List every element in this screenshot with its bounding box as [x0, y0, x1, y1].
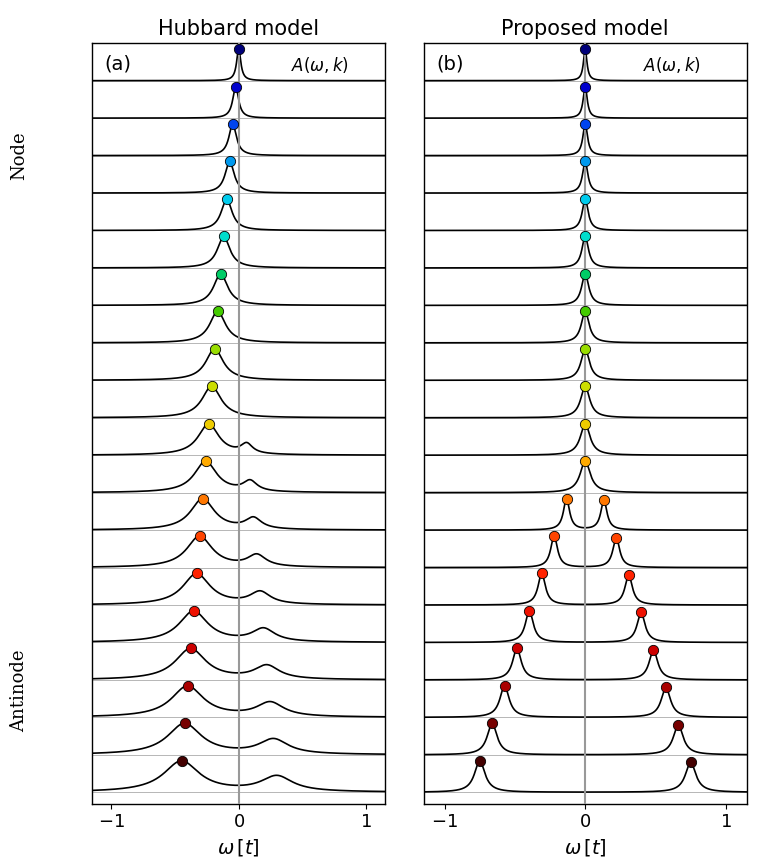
Point	[579, 79, 591, 93]
Point	[182, 679, 194, 693]
Point	[212, 304, 224, 318]
Point	[223, 155, 236, 168]
Point	[209, 342, 221, 356]
Text: (b): (b)	[437, 54, 464, 73]
Point	[184, 641, 196, 655]
Point	[579, 379, 591, 393]
Text: Antinode: Antinode	[10, 650, 28, 733]
Point	[672, 718, 685, 732]
Point	[561, 492, 573, 505]
Point	[199, 454, 212, 468]
X-axis label: $\omega\,[t]$: $\omega\,[t]$	[564, 837, 607, 858]
Point	[579, 304, 591, 318]
Point	[579, 42, 591, 56]
Point	[215, 267, 227, 281]
Point	[187, 604, 199, 618]
Text: (a): (a)	[104, 54, 131, 73]
Point	[233, 42, 245, 56]
Point	[176, 753, 188, 767]
Point	[511, 641, 523, 655]
Point	[579, 118, 591, 131]
Point	[579, 342, 591, 356]
Point	[226, 118, 239, 131]
Point	[486, 716, 498, 730]
Point	[610, 530, 622, 544]
Point	[548, 529, 561, 543]
Point	[190, 567, 203, 581]
Point	[474, 753, 486, 767]
Text: Node: Node	[10, 131, 28, 180]
Point	[648, 643, 660, 657]
Point	[635, 606, 648, 619]
Point	[536, 567, 548, 581]
Point	[598, 493, 610, 507]
Point	[179, 716, 191, 730]
Point	[498, 679, 511, 693]
Point	[660, 681, 672, 695]
Point	[579, 267, 591, 281]
X-axis label: $\omega\,[t]$: $\omega\,[t]$	[217, 837, 260, 858]
Point	[579, 416, 591, 430]
Point	[685, 755, 697, 769]
Point	[193, 529, 206, 543]
Title: Hubbard model: Hubbard model	[158, 19, 320, 39]
Point	[579, 454, 591, 468]
Point	[229, 79, 242, 93]
Point	[579, 230, 591, 244]
Point	[579, 155, 591, 168]
Point	[579, 192, 591, 206]
Point	[523, 604, 535, 618]
Text: $A(\omega, k)$: $A(\omega, k)$	[644, 54, 701, 74]
Point	[217, 230, 229, 244]
Text: $A(\omega, k)$: $A(\omega, k)$	[291, 54, 350, 74]
Title: Proposed model: Proposed model	[501, 19, 669, 39]
Point	[203, 416, 215, 430]
Point	[220, 192, 233, 206]
Point	[622, 569, 634, 582]
Point	[206, 379, 218, 393]
Point	[196, 492, 209, 505]
